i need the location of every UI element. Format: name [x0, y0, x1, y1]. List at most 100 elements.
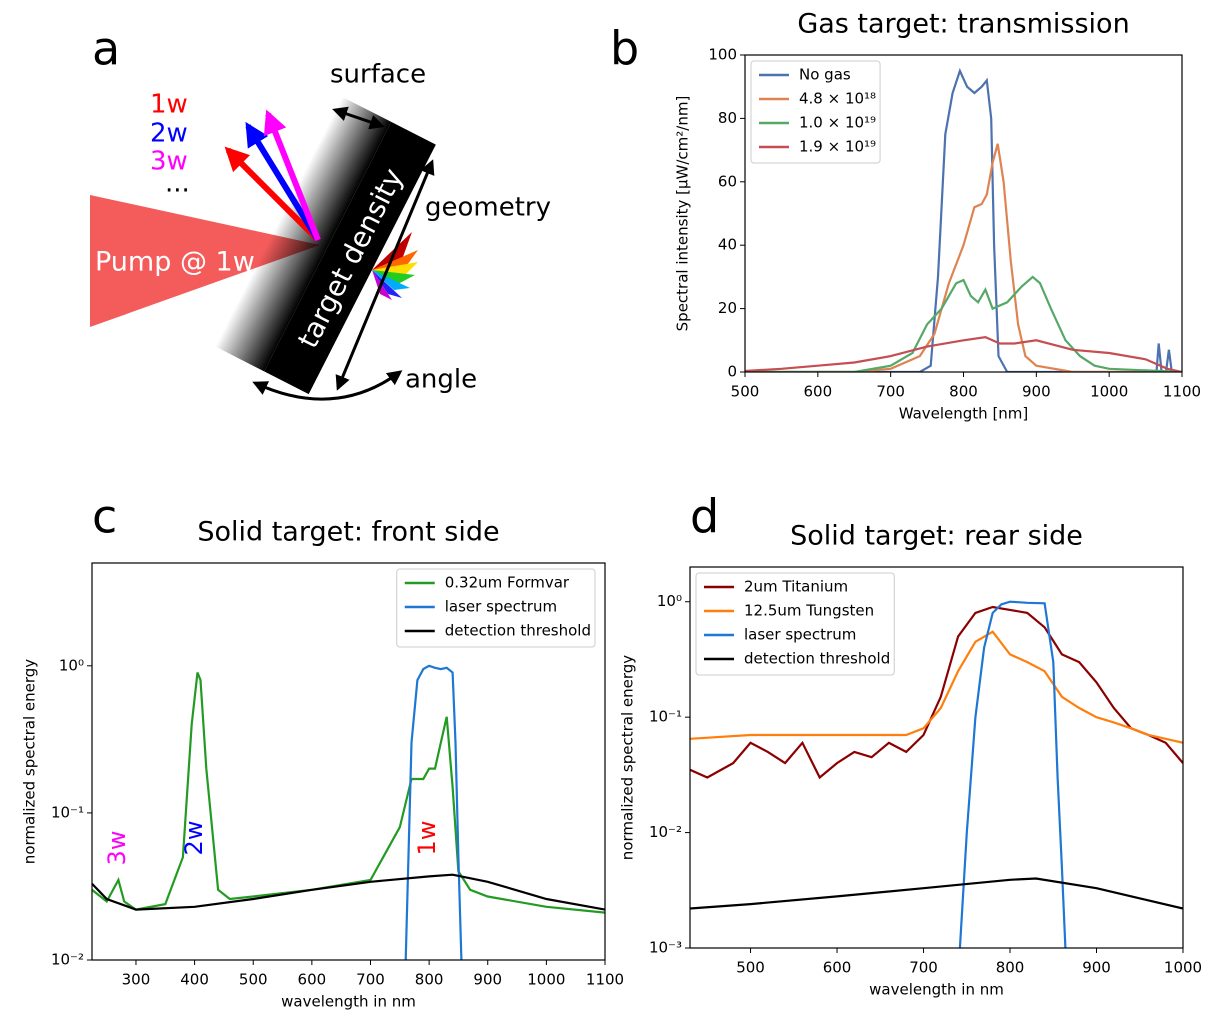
annotation: geometry	[425, 193, 551, 223]
x-tick-label: 1000	[1090, 383, 1128, 401]
y-tick-label: 10⁻²	[51, 951, 84, 969]
data-line	[690, 630, 1183, 744]
legend-box	[750, 60, 881, 164]
angle-arrow	[252, 370, 403, 401]
y-tick-label: 100	[708, 46, 737, 64]
legend-label: detection threshold	[445, 622, 591, 640]
legend-label: 1.9 × 10¹⁹	[799, 138, 876, 156]
harmonic-arrow	[263, 109, 321, 242]
legend-label: laser spectrum	[744, 626, 856, 644]
diagram: Pump @ 1w target density 1w 2w 3w ... su…	[90, 60, 551, 401]
y-axis-label: normalized spectral energy	[21, 659, 39, 864]
annotation: surface	[330, 60, 426, 90]
data-line	[745, 67, 1182, 372]
x-tick-label: 900	[1082, 959, 1111, 977]
panel-label: a	[92, 22, 120, 76]
legend-label: 1.0 × 10¹⁹	[799, 114, 876, 132]
x-tick-label: 700	[909, 959, 938, 977]
data-line	[92, 873, 605, 911]
axes-frame	[689, 566, 1184, 949]
legend: 0.32um Formvar laser spectrum detection th…	[396, 568, 596, 648]
legend-box	[695, 572, 895, 676]
x-tick-label: 500	[736, 959, 765, 977]
x-tick-label: 600	[823, 959, 852, 977]
harmonic-label: 1w	[150, 90, 188, 120]
y-axis-label: Spectral intensity [μW/cm²/nm]	[674, 96, 692, 332]
legend-label: 12.5um Tungsten	[744, 602, 874, 620]
x-tick-label: 1000	[1164, 959, 1202, 977]
y-tick-label: 80	[718, 109, 737, 127]
y-tick-label: 10⁻³	[649, 939, 682, 957]
x-axis-label: wavelength in nm	[869, 981, 1004, 999]
legend-label: detection threshold	[744, 650, 890, 668]
panel-label: c	[92, 490, 117, 544]
chart: 300 400 500 600 700 800 900 1000 1100 10⁻² 10⁻¹ 10⁰…	[21, 517, 625, 1011]
x-tick-label: 500	[239, 971, 268, 989]
x-tick-label: 700	[356, 971, 385, 989]
x-tick-label: 700	[876, 383, 905, 401]
y-tick-label: 10⁻²	[649, 823, 682, 841]
series-group	[745, 67, 1182, 372]
axes-frame	[91, 562, 606, 961]
legend-label: 0.32um Formvar	[445, 574, 570, 592]
x-tick-label: 1100	[1163, 383, 1201, 401]
y-tick-label: 60	[718, 172, 737, 190]
x-tick-label: 1100	[586, 971, 624, 989]
x-tick-label: 900	[473, 971, 502, 989]
y-tick-label: 40	[718, 236, 737, 254]
harmonic-arrow	[245, 121, 321, 242]
x-axis-label: wavelength in nm	[281, 993, 416, 1011]
data-line	[404, 664, 463, 960]
x-tick-label: 800	[996, 959, 1025, 977]
geometry-arrow	[335, 159, 435, 391]
harmonic-label: 2w	[150, 119, 188, 149]
x-tick-label: 800	[415, 971, 444, 989]
annotation: 1w	[413, 821, 441, 856]
chart-title: Gas target: transmission	[797, 9, 1129, 40]
harmonic-label: 3w	[150, 147, 188, 177]
series-group	[690, 600, 1183, 948]
chart: 500 600 700 800 900 1000 1100 0 20 40 60 80 100 Gas t…	[674, 9, 1202, 423]
chart-title: Solid target: front side	[197, 517, 499, 548]
panel-label: d	[690, 490, 719, 544]
chart-title: Solid target: rear side	[790, 521, 1083, 552]
x-tick-label: 400	[180, 971, 209, 989]
harmonic-arrow	[224, 146, 321, 243]
legend-label: No gas	[799, 66, 851, 84]
y-tick-label: 10⁰	[657, 592, 682, 610]
annotation: 3w	[103, 831, 131, 866]
legend-box	[396, 568, 596, 648]
data-line	[92, 672, 605, 914]
panel-label: b	[610, 22, 639, 76]
harmonic-label: ...	[165, 169, 190, 199]
x-tick-label: 600	[298, 971, 327, 989]
beam-label: Pump @ 1w	[95, 247, 255, 278]
x-tick-label: 600	[804, 383, 833, 401]
data-line	[690, 605, 1183, 780]
annotation: 2w	[180, 821, 208, 856]
y-axis-label: normalized spectral energy	[619, 655, 637, 860]
x-tick-label: 1000	[527, 971, 565, 989]
legend-label: 4.8 × 10¹⁸	[799, 90, 876, 108]
x-tick-label: 300	[122, 971, 151, 989]
data-line	[745, 335, 1182, 372]
surface-arrow	[332, 106, 385, 130]
x-tick-label: 500	[731, 383, 760, 401]
pump-beam	[90, 195, 320, 327]
legend: 2um Titanium 12.5um Tungsten laser spectru…	[695, 572, 895, 676]
x-tick-label: 900	[1022, 383, 1051, 401]
legend-label: 2um Titanium	[744, 578, 848, 596]
y-tick-label: 10⁻¹	[51, 803, 84, 821]
y-tick-label: 10⁰	[59, 656, 84, 674]
data-line	[745, 275, 1182, 372]
x-tick-label: 800	[949, 383, 978, 401]
series-group	[92, 664, 605, 960]
x-axis-label: Wavelength [nm]	[899, 405, 1029, 423]
y-tick-label: 20	[718, 299, 737, 317]
legend: No gas 4.8 × 10¹⁸ 1.0 × 10¹⁹ 1.9 × 10¹⁹	[750, 60, 881, 164]
y-tick-label: 10⁻¹	[649, 708, 682, 726]
data-line	[745, 143, 1182, 372]
chart: 500 600 700 800 900 1000 10⁻³ 10⁻² 10⁻¹ 10⁰ Solid …	[619, 521, 1203, 999]
data-line	[690, 877, 1183, 910]
